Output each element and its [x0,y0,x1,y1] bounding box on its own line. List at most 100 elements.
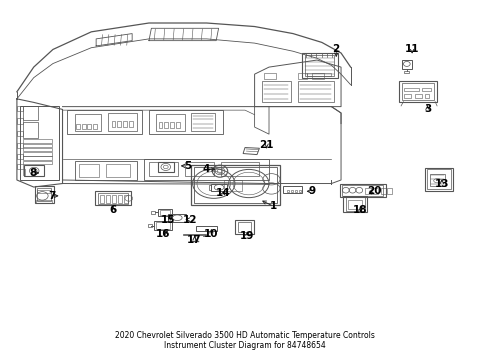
Text: 13: 13 [435,179,449,189]
Bar [149,162,178,176]
Bar [401,83,434,100]
Bar [37,190,50,193]
Bar [17,106,23,111]
Bar [74,161,137,180]
Bar [312,73,324,80]
Bar [112,195,116,203]
Text: 15: 15 [161,215,175,225]
Bar [156,222,170,229]
Bar [82,123,86,129]
Bar [23,139,52,143]
Text: 18: 18 [353,205,368,215]
Bar [224,180,242,190]
Bar [168,214,186,222]
Text: 21: 21 [259,140,274,150]
Bar [381,188,386,194]
Text: 5: 5 [184,161,191,171]
Text: 6: 6 [109,205,117,215]
Bar [399,81,437,102]
Bar [160,210,170,215]
Bar [287,189,289,192]
Bar [123,121,127,127]
Bar [340,184,386,197]
Bar [88,123,91,129]
Text: 19: 19 [240,231,255,242]
Bar [154,221,172,230]
Bar [404,71,409,73]
Bar [404,94,411,98]
Bar [401,60,412,68]
Text: 12: 12 [183,215,197,225]
Bar [35,186,54,203]
Bar [159,122,162,128]
Text: 7: 7 [49,191,56,201]
Bar [36,201,52,203]
Bar [108,113,137,131]
Bar [295,189,297,192]
Bar [307,73,331,76]
Bar [156,114,185,131]
Bar [427,170,450,189]
Bar [20,106,59,180]
Bar [365,188,378,194]
Bar [191,165,280,206]
Bar [158,162,174,172]
Bar [235,220,254,234]
Bar [416,94,422,98]
Bar [176,122,180,128]
Bar [262,81,291,102]
Bar [23,156,52,160]
Bar [305,55,334,76]
Bar [422,87,431,91]
Bar [151,211,155,213]
Bar [302,53,338,78]
Bar [264,73,276,80]
Text: 10: 10 [204,229,219,239]
Bar [17,153,23,159]
Bar [149,110,223,134]
Bar [118,195,122,203]
Bar [191,113,215,131]
Text: Instrument Cluster Diagram for 84748654: Instrument Cluster Diagram for 84748654 [164,341,326,350]
Text: 11: 11 [405,45,419,54]
Bar [144,159,269,180]
Bar [24,165,44,176]
Bar [23,148,52,152]
Bar [298,73,307,80]
Bar [74,114,101,131]
Text: 20: 20 [368,186,382,196]
Bar [23,152,52,156]
Text: 9: 9 [309,186,316,196]
Bar [387,188,392,194]
Bar [298,81,334,102]
Bar [100,195,104,203]
Bar [211,184,227,191]
Bar [17,143,23,148]
Bar [346,197,365,211]
Text: 2020 Chevrolet Silverado 3500 HD Automatic Temperature Controls: 2020 Chevrolet Silverado 3500 HD Automat… [115,331,375,340]
Bar [343,195,368,212]
Bar [221,162,259,176]
Bar [95,191,131,206]
Bar [98,193,128,204]
Bar [23,161,52,164]
Bar [23,122,38,138]
Bar [17,118,23,123]
Bar [23,144,52,147]
Bar [185,162,214,176]
Bar [291,189,293,192]
Bar [129,121,133,127]
Bar [158,209,172,216]
Bar [425,168,453,190]
Text: 1: 1 [270,202,277,211]
Bar [194,167,277,203]
Bar [124,195,128,203]
Bar [112,121,115,127]
Bar [283,186,302,193]
Bar [17,164,23,170]
Bar [404,87,419,91]
Text: 17: 17 [187,235,202,245]
Bar [23,170,25,175]
Bar [348,200,362,209]
Bar [196,226,217,231]
